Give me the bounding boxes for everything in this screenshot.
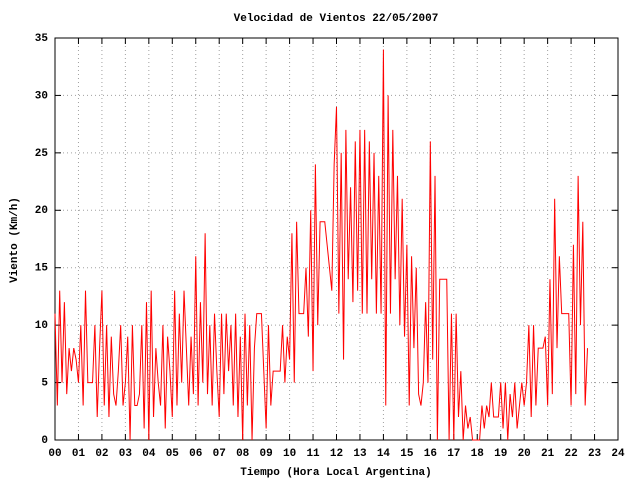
y-tick-label: 15 bbox=[35, 263, 49, 275]
chart-title: Velocidad de Vientos 22/05/2007 bbox=[234, 13, 439, 25]
x-tick-label: 08 bbox=[236, 448, 250, 460]
x-tick-label: 09 bbox=[260, 448, 273, 460]
x-tick-label: 11 bbox=[306, 448, 320, 460]
y-tick-label: 25 bbox=[35, 148, 49, 160]
x-tick-label: 10 bbox=[283, 448, 296, 460]
x-tick-label: 16 bbox=[424, 448, 437, 460]
x-tick-label: 17 bbox=[447, 448, 460, 460]
x-tick-label: 14 bbox=[377, 448, 391, 460]
y-tick-label: 35 bbox=[35, 33, 49, 45]
x-tick-label: 05 bbox=[166, 448, 180, 460]
x-tick-label: 02 bbox=[95, 448, 108, 460]
x-tick-label: 24 bbox=[611, 448, 625, 460]
x-tick-label: 15 bbox=[400, 448, 414, 460]
x-tick-label: 18 bbox=[471, 448, 485, 460]
x-tick-label: 00 bbox=[48, 448, 61, 460]
wind-line bbox=[54, 49, 588, 441]
x-tick-label: 12 bbox=[330, 448, 343, 460]
y-tick-label: 5 bbox=[41, 377, 48, 389]
x-tick-label: 06 bbox=[189, 448, 202, 460]
x-tick-label: 04 bbox=[142, 448, 156, 460]
x-tick-label: 23 bbox=[588, 448, 602, 460]
x-tick-label: 13 bbox=[353, 448, 367, 460]
x-tick-label: 21 bbox=[541, 448, 555, 460]
x-tick-label: 22 bbox=[564, 448, 577, 460]
x-tick-label: 20 bbox=[518, 448, 531, 460]
x-axis-label: Tiempo (Hora Local Argentina) bbox=[240, 467, 431, 479]
y-tick-label: 20 bbox=[35, 205, 48, 217]
x-tick-label: 03 bbox=[119, 448, 133, 460]
y-tick-label: 0 bbox=[41, 435, 48, 447]
y-tick-label: 10 bbox=[35, 320, 48, 332]
x-tick-label: 01 bbox=[72, 448, 86, 460]
y-tick-label: 30 bbox=[35, 90, 48, 102]
y-axis-label: Viento (Km/h) bbox=[9, 197, 21, 283]
x-tick-label: 07 bbox=[213, 448, 226, 460]
plot-frame bbox=[54, 37, 619, 441]
x-tick-label: 19 bbox=[494, 448, 507, 460]
